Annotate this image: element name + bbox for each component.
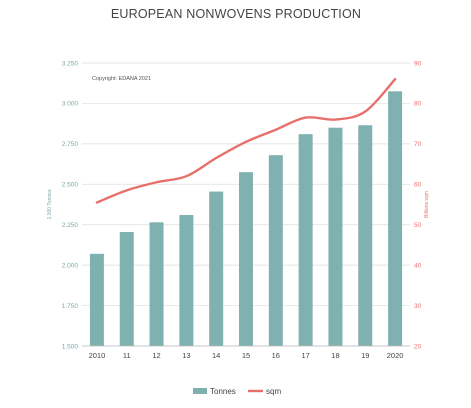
y-left-tick-label: 1.500 (62, 343, 79, 350)
bar-tonnes (388, 91, 403, 346)
bar-tonnes (89, 253, 104, 346)
legend: Tonnes sqm (193, 387, 281, 396)
x-tick-label: 13 (182, 351, 190, 360)
legend-swatch-tonnes (193, 388, 207, 394)
y-left-tick-label: 2.250 (62, 222, 79, 229)
y-right-tick-label: 80 (414, 101, 422, 108)
x-tick-label: 2020 (387, 351, 404, 360)
y-left-tick-label: 2.750 (62, 141, 79, 148)
y-right-tick-label: 70 (414, 141, 422, 148)
x-tick-label: 2010 (89, 351, 106, 360)
y-left-tick-label: 1.750 (62, 303, 79, 310)
y-left-tick-label: 3.250 (62, 60, 79, 67)
x-tick-label: 17 (301, 351, 309, 360)
y-right-tick-label: 90 (414, 60, 422, 67)
y-right-tick-label: 40 (414, 262, 422, 269)
y-right-axis-title: Billions sqm (424, 191, 430, 218)
y-right-tick-label: 30 (414, 303, 422, 310)
bar-tonnes (298, 134, 313, 346)
bar-tonnes (358, 125, 373, 346)
legend-label-tonnes: Tonnes (210, 387, 236, 396)
line-series-sqm (95, 77, 397, 204)
x-tick-label: 15 (242, 351, 250, 360)
x-tick-label: 16 (272, 351, 280, 360)
bar-tonnes (179, 215, 194, 346)
y-left-tick-label: 2.000 (62, 262, 79, 269)
x-tick-label: 14 (212, 351, 220, 360)
copyright-annotation: Copyright: EDANA 2021 (92, 76, 151, 82)
y-left-tick-label: 2.500 (62, 182, 79, 189)
y-right-tick-label: 60 (414, 182, 422, 189)
y-left-axis-title: 1,000 Tonnes (47, 189, 53, 219)
bar-series-tonnes (89, 91, 403, 346)
x-tick-label: 12 (152, 351, 160, 360)
bar-tonnes (209, 191, 224, 346)
y-left-tick-label: 3.000 (62, 101, 79, 108)
bar-tonnes (328, 127, 343, 346)
axes: 1.500 20 1.750 30 2.000 40 2.250 50 2.500 60 2.750… (47, 60, 430, 360)
x-tick-label: 18 (331, 351, 339, 360)
legend-label-sqm: sqm (266, 387, 281, 396)
y-right-tick-label: 20 (414, 343, 422, 350)
bar-tonnes (149, 222, 164, 346)
bar-tonnes (268, 155, 283, 346)
chart-title: EUROPEAN NONWOVENS PRODUCTION (111, 7, 361, 21)
y-right-tick-label: 50 (414, 222, 422, 229)
x-tick-label: 11 (123, 351, 131, 360)
x-tick-label: 19 (361, 351, 369, 360)
bar-tonnes (119, 231, 134, 346)
bar-tonnes (239, 172, 253, 346)
